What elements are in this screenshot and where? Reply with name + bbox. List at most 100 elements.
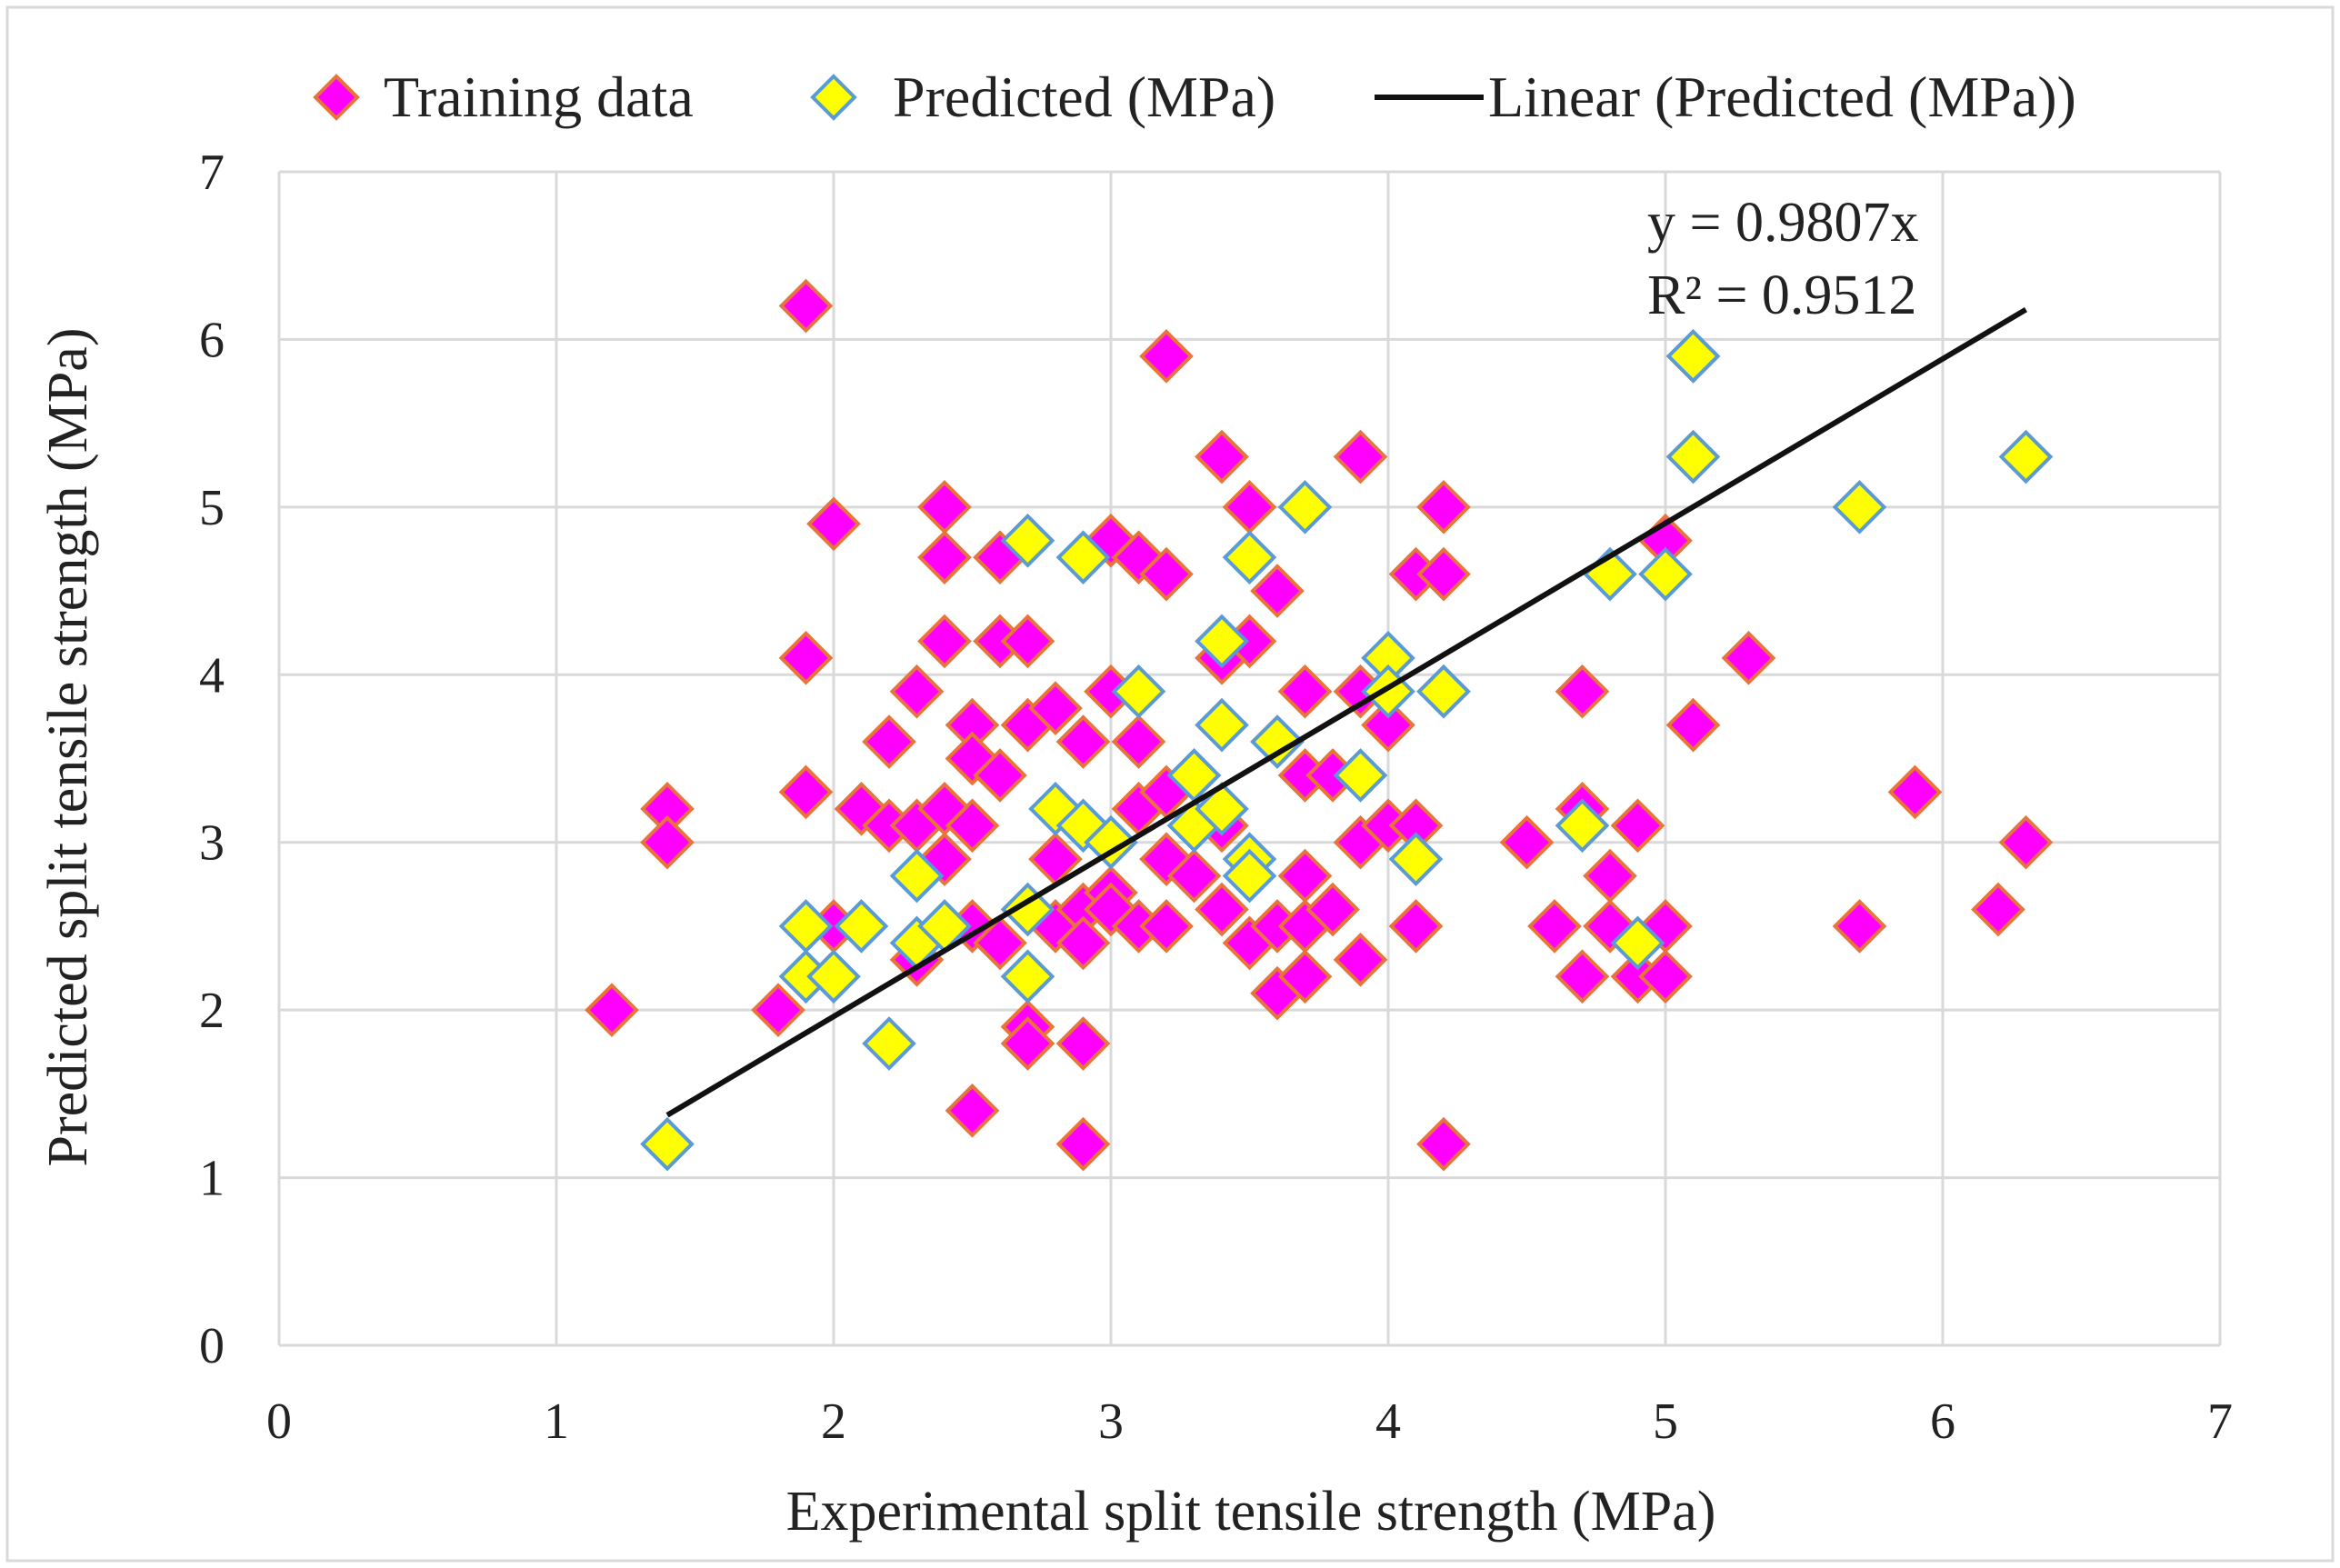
training-data-point (1361, 697, 1415, 753)
x-tick-label: 2 (821, 1393, 846, 1450)
predicted-data-point (1610, 915, 1665, 971)
predicted-data-point (889, 848, 945, 904)
training-data-point (778, 631, 834, 685)
predicted-data-point (1028, 782, 1083, 836)
predicted-data-point (1416, 664, 1471, 719)
training-data-point (1084, 882, 1138, 937)
training-data-point (1111, 714, 1166, 769)
training-data-point (1139, 329, 1194, 384)
training-data-point (945, 798, 1000, 854)
predicted-data-point (1084, 814, 1138, 870)
training-data-point (1139, 899, 1194, 954)
predicted-data-point (1832, 480, 1887, 534)
predicted-data-point (1638, 546, 1693, 602)
y-tick-label: 6 (199, 312, 225, 368)
training-data-point (973, 915, 1027, 971)
training-data-point (973, 748, 1027, 803)
predicted-data-point (1555, 798, 1610, 854)
training-data-point (1000, 1016, 1055, 1071)
predicted-data-point (1222, 848, 1277, 904)
predicted-data-point (1055, 530, 1111, 585)
trendline-group (665, 306, 2028, 1118)
training-data-point (640, 814, 695, 870)
training-data-point (917, 530, 972, 585)
training-data-point (1333, 932, 1388, 987)
legend-item-training: Training data (313, 65, 694, 129)
training-data-point (1333, 429, 1388, 484)
x-tick-label: 5 (1653, 1393, 1678, 1450)
training-data-point (1055, 1116, 1111, 1172)
training-data-point (1971, 882, 2025, 937)
training-data-point (1527, 899, 1582, 954)
training-data-point (1166, 848, 1222, 904)
training-data-point (1555, 949, 1610, 1004)
predicted-data-point (1222, 530, 1277, 585)
predicted-data-point (1250, 714, 1305, 769)
training-data-point (1610, 798, 1665, 854)
predicted-data-point (1998, 429, 2054, 484)
x-axis-title: Experimental split tensile strength (MPa… (786, 1481, 1716, 1543)
training-data-point (1055, 915, 1111, 971)
gridlines (279, 170, 2222, 1345)
y-tick-label: 0 (199, 1318, 225, 1374)
training-data-point (1000, 614, 1055, 669)
training-data-point (1195, 882, 1249, 937)
predicted-data-point (1000, 949, 1055, 1004)
equation-label: y = 0.9807x (1647, 192, 1918, 254)
y-axis-title: Predicted split tensile strength (MPa) (37, 328, 99, 1167)
training-data-point (806, 496, 861, 552)
predicted-data-point (1195, 697, 1249, 753)
x-tick-label: 1 (544, 1393, 569, 1450)
predicted-data-point (1277, 480, 1333, 534)
training-data-point (585, 983, 639, 1037)
x-tick-label: 4 (1375, 1393, 1401, 1450)
tick-labels: 0 1 2 3 4 5 6 7 0 1 2 3 4 5 6 7 (199, 145, 2233, 1450)
training-data-point (1055, 714, 1111, 769)
predicted-data-point (1665, 429, 1721, 484)
legend: Training data Predicted (MPa) Linear (Pr… (313, 65, 2076, 129)
series-predicted (640, 329, 2054, 1172)
predicted-data-point (1388, 832, 1444, 886)
series-training-data (585, 278, 2054, 1172)
legend-item-predicted: Predicted (MPa) (810, 65, 1275, 129)
training-data-point (1721, 631, 1776, 685)
trendline (665, 306, 2028, 1118)
legend-predicted-marker-icon (810, 74, 857, 121)
y-tick-label: 4 (199, 647, 225, 704)
training-data-point (1250, 564, 1305, 618)
x-tick-label: 0 (266, 1393, 292, 1450)
training-data-point (834, 782, 889, 836)
training-data-point (1416, 1116, 1471, 1172)
legend-item-linear: Linear (Predicted (MPa)) (1375, 65, 2076, 129)
legend-predicted-label: Predicted (MPa) (893, 65, 1275, 129)
training-data-point (1555, 664, 1610, 719)
axes (277, 172, 2220, 1347)
training-data-point (1583, 899, 1637, 954)
training-data-point (1887, 764, 1943, 820)
training-data-point (862, 714, 916, 769)
training-data-point (917, 614, 972, 669)
training-data-point (751, 983, 805, 1037)
training-data-point (1832, 899, 1887, 954)
legend-linear-label: Linear (Predicted (MPa)) (1488, 65, 2076, 129)
y-tick-label: 5 (199, 480, 225, 536)
r-squared-label: R² = 0.9512 (1647, 265, 1916, 326)
predicted-data-point (1665, 329, 1721, 384)
training-data-point (778, 278, 834, 334)
training-data-point (945, 1083, 1000, 1138)
legend-training-label: Training data (384, 65, 694, 129)
training-data-point (1388, 899, 1444, 954)
training-data-point (1028, 681, 1083, 735)
training-data-point (1277, 949, 1333, 1004)
training-data-point (1998, 814, 2054, 870)
training-data-point (1277, 664, 1333, 719)
predicted-data-point (1195, 614, 1249, 669)
training-data-point (778, 764, 834, 820)
training-data-point (1055, 1016, 1111, 1071)
training-data-point (1638, 949, 1693, 1004)
x-tick-label: 7 (2207, 1393, 2233, 1450)
regression-annotation: y = 0.9807x R² = 0.9512 (1647, 192, 1918, 326)
training-data-point (889, 664, 945, 719)
training-data-point (1305, 882, 1360, 937)
x-tick-label: 6 (1930, 1393, 1955, 1450)
